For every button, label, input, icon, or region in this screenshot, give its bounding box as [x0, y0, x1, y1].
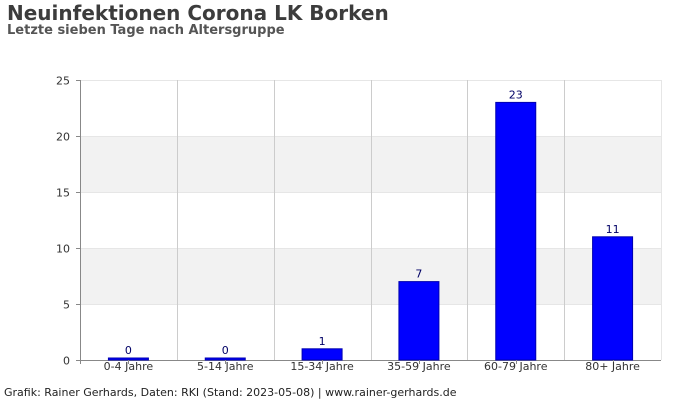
x-tick-label: 35-59 Jahre: [387, 360, 451, 373]
data-label: 1: [319, 335, 326, 348]
data-label: 23: [509, 88, 523, 101]
y-tick-label: 25: [56, 75, 70, 88]
y-tick-label: 15: [56, 187, 70, 200]
data-label: 0: [125, 344, 132, 357]
grid-band: [80, 248, 661, 304]
y-tick-label: 20: [56, 131, 70, 144]
bar: [495, 101, 537, 361]
chart-subtitle: Letzte sieben Tage nach Altersgruppe: [7, 23, 285, 38]
bar: [301, 348, 343, 361]
bar: [592, 236, 634, 361]
x-tick-label: 5-14 Jahre: [197, 360, 254, 373]
y-tick-label: 0: [63, 355, 70, 368]
y-tick-label: 10: [56, 243, 70, 256]
x-tick-label: 0-4 Jahre: [104, 360, 154, 373]
x-tick-label: 80+ Jahre: [585, 360, 640, 373]
y-tick-label: 5: [63, 299, 70, 312]
source-footer: Grafik: Rainer Gerhards, Daten: RKI (Sta…: [4, 386, 457, 399]
x-tick-label: 15-34 Jahre: [290, 360, 354, 373]
data-label: 11: [606, 223, 620, 236]
x-tick-label: 60-79 Jahre: [484, 360, 548, 373]
grid-band: [80, 136, 661, 192]
data-label: 7: [415, 268, 422, 281]
chart-title: Neuinfektionen Corona LK Borken: [7, 1, 389, 25]
data-label: 0: [222, 344, 229, 357]
bar: [398, 281, 440, 361]
